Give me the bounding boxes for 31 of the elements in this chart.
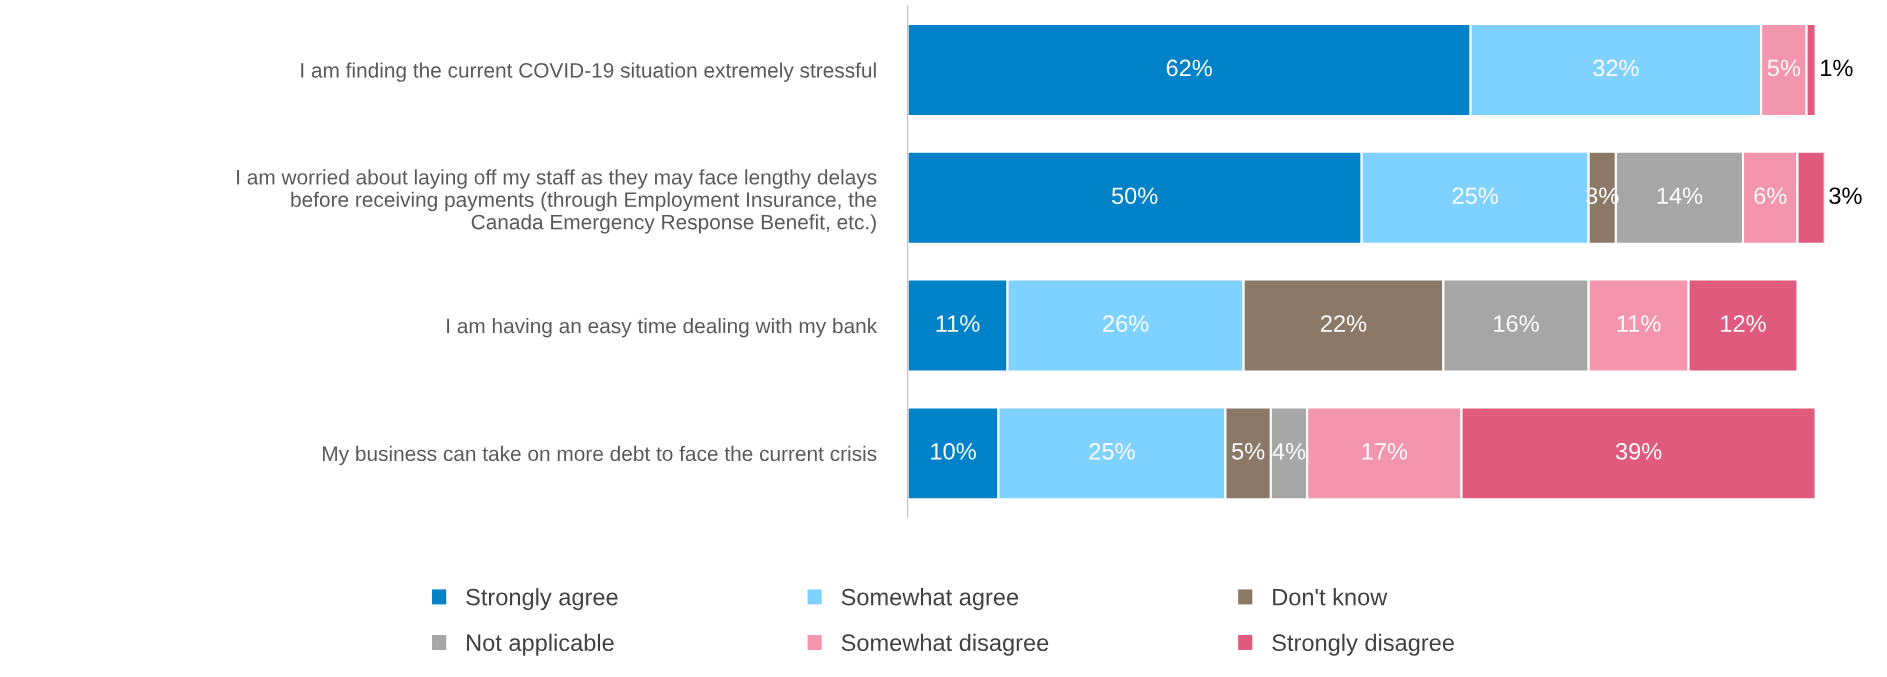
y-tick-label: I am having an easy time dealing with my bank xyxy=(447,318,878,338)
legend-label: Somewhat agree xyxy=(841,588,1019,611)
legend-label: Somewhat disagree xyxy=(841,633,1049,656)
data-label: 17% xyxy=(1362,443,1408,460)
data-label: 39% xyxy=(1615,442,1662,460)
data-label: 3% xyxy=(1829,187,1862,205)
data-label: 6% xyxy=(1754,187,1787,205)
data-label: 32% xyxy=(1593,59,1639,77)
data-label: 25% xyxy=(1089,442,1135,460)
legend-label: Don't know xyxy=(1273,588,1388,606)
legend-label: Strongly disagree xyxy=(1272,633,1454,656)
legend-label: Not applicable xyxy=(467,633,614,656)
data-label: 26% xyxy=(1103,315,1149,332)
legend-label: Strongly agree xyxy=(466,588,618,611)
data-label: 16% xyxy=(1494,315,1539,332)
data-label: 10% xyxy=(931,442,976,460)
data-label: 25% xyxy=(1452,187,1498,205)
data-label: 14% xyxy=(1657,187,1703,205)
y-tick-label: I am finding the current COVID-19 situation extremely stressful xyxy=(301,62,876,82)
data-label: 5% xyxy=(1232,443,1265,460)
data-label: 11% xyxy=(1617,315,1661,332)
data-label: 11% xyxy=(936,315,980,332)
data-label: 50% xyxy=(1111,187,1158,205)
data-label: 22% xyxy=(1321,315,1367,332)
y-tick-label: I am worried about laying off my staff as they may face lengthy delays before receiving payments (through Employment Insurance, the Canada Emergency Response Benefit, etc.) xyxy=(237,169,877,234)
data-label: 1% xyxy=(1821,59,1853,77)
data-label: 12% xyxy=(1721,315,1766,332)
y-tick-label: My business can take on more debt to face the current crisis xyxy=(323,445,877,466)
data-label: 5% xyxy=(1767,59,1801,77)
data-label: 62% xyxy=(1166,59,1212,77)
data-label: 4% xyxy=(1272,443,1306,460)
